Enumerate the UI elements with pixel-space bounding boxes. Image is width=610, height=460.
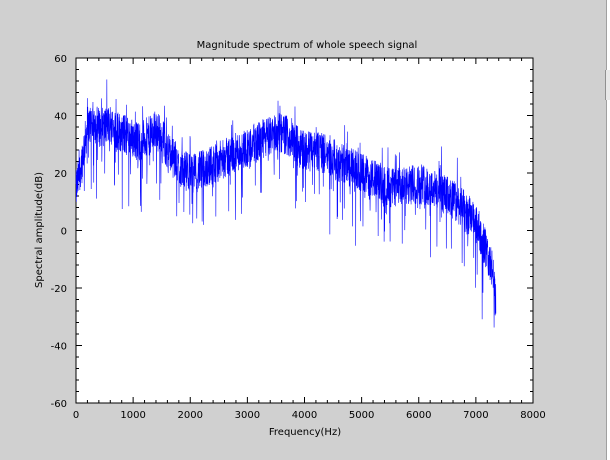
axis-ticks: 0 1000 2000 3000 4000 5000 6000 7000 8000 -60 -40 -… bbox=[51, 54, 546, 421]
y-tick-label: 20 bbox=[54, 169, 67, 180]
x-tick-label: 8000 bbox=[520, 410, 545, 421]
y-tick-label: -20 bbox=[51, 284, 67, 295]
x-tick-label: 6000 bbox=[406, 410, 431, 421]
x-tick-label: 2000 bbox=[178, 410, 203, 421]
x-axis-label: Frequency(Hz) bbox=[269, 427, 341, 438]
window-edge bbox=[606, 0, 610, 460]
x-tick-label: 0 bbox=[73, 410, 79, 421]
y-tick-label: 0 bbox=[61, 227, 67, 238]
y-tick-label: -60 bbox=[51, 399, 67, 410]
plot-area bbox=[75, 57, 534, 404]
y-tick-label: 60 bbox=[54, 54, 67, 65]
x-tick-label: 7000 bbox=[463, 410, 488, 421]
x-tick-label: 3000 bbox=[235, 410, 260, 421]
x-tick-label: 1000 bbox=[120, 410, 145, 421]
y-tick-label: 40 bbox=[54, 112, 67, 123]
y-axis-label: Spectral amplitude(dB) bbox=[34, 172, 45, 288]
series-group bbox=[75, 79, 497, 328]
x-tick-label: 5000 bbox=[349, 410, 374, 421]
x-tick-label: 4000 bbox=[292, 410, 317, 421]
chart-title: Magnitude spectrum of whole speech signa… bbox=[197, 40, 418, 51]
y-tick-label: -40 bbox=[51, 342, 67, 353]
series-line bbox=[75, 79, 497, 328]
resize-handle[interactable] bbox=[605, 70, 610, 100]
